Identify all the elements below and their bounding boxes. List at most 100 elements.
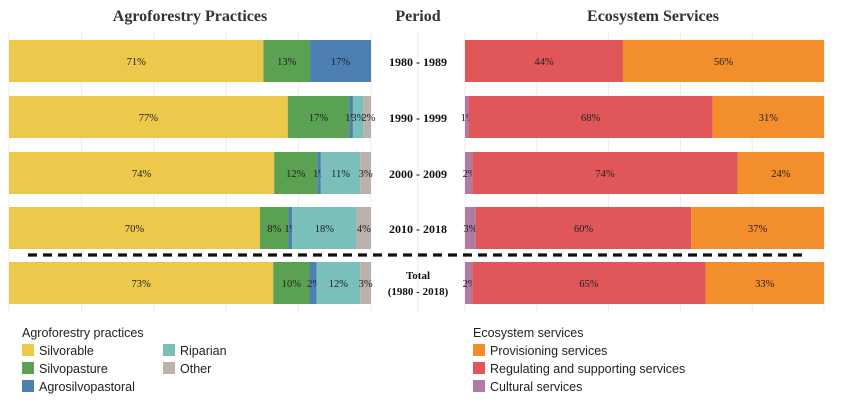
data-label-0-4-1: 10% bbox=[282, 279, 302, 290]
legend-label-regulating: Regulating and supporting services bbox=[490, 362, 685, 376]
bar-segment-0-4-0 bbox=[9, 262, 274, 304]
data-label-0-2-1: 12% bbox=[286, 169, 306, 180]
bar-segment-0-3-3 bbox=[292, 207, 357, 249]
bar-segment-1-3-0 bbox=[465, 207, 476, 249]
bar-segment-0-1-1 bbox=[287, 96, 350, 138]
data-label-0-4-4: 3% bbox=[359, 279, 373, 290]
legend-title-agroforestry: Agroforestry practices bbox=[22, 326, 144, 340]
legend-label-other: Other bbox=[180, 362, 211, 376]
bar-segment-0-2-2 bbox=[317, 152, 321, 194]
data-label-1-0-2: 56% bbox=[714, 57, 734, 68]
data-label-0-3-0: 70% bbox=[125, 224, 145, 235]
legend-label-silvopasture: Silvopasture bbox=[39, 362, 108, 376]
bar-segment-1-4-0 bbox=[465, 262, 473, 304]
bar-segment-1-1-0 bbox=[465, 96, 469, 138]
panel-title-1: Ecosystem Services bbox=[587, 8, 719, 25]
bar-segment-1-4-2 bbox=[705, 262, 824, 304]
legend-title-ecosystem: Ecosystem services bbox=[473, 326, 583, 340]
legend-swatch-agrosilvopastoral bbox=[22, 380, 34, 392]
bar-segment-0-1-3 bbox=[352, 96, 364, 138]
bar-segment-0-2-0 bbox=[9, 152, 275, 194]
legend-swatch-provisioning bbox=[473, 344, 485, 356]
bar-segment-0-1-4 bbox=[363, 96, 371, 138]
data-label-0-1-4: 2% bbox=[361, 113, 375, 124]
bar-segment-0-3-2 bbox=[288, 207, 293, 249]
panel-title-0: Agroforestry Practices bbox=[113, 8, 267, 25]
bar-segment-0-3-0 bbox=[9, 207, 260, 249]
data-label-1-3-2: 37% bbox=[748, 224, 768, 235]
legend-swatch-other bbox=[163, 362, 175, 374]
legend-swatch-regulating bbox=[473, 362, 485, 374]
bar-segment-1-1-2 bbox=[712, 96, 824, 138]
data-label-1-1-0: 1% bbox=[461, 113, 475, 124]
legend-label-cultural: Cultural services bbox=[490, 380, 582, 394]
bar-segment-1-0-1 bbox=[465, 40, 623, 82]
bar-segment-0-3-1 bbox=[259, 207, 289, 249]
data-label-1-3-0: 3% bbox=[463, 224, 477, 235]
data-label-0-3-1: 8% bbox=[267, 224, 281, 235]
data-label-0-4-3: 12% bbox=[329, 279, 349, 290]
bar-segment-0-4-1 bbox=[273, 262, 310, 304]
total-label-line1: Total bbox=[406, 270, 430, 282]
legend-label-provisioning: Provisioning services bbox=[490, 344, 607, 358]
legend-swatch-cultural bbox=[473, 380, 485, 392]
data-label-0-2-0: 74% bbox=[132, 169, 152, 180]
bar-segment-0-4-2 bbox=[309, 262, 317, 304]
data-label-0-3-4: 4% bbox=[357, 224, 371, 235]
bar-segment-0-3-4 bbox=[356, 207, 371, 249]
bar-segment-0-0-2 bbox=[310, 40, 371, 82]
data-label-0-0-2: 17% bbox=[331, 57, 351, 68]
period-label-3: 2010 - 2018 bbox=[389, 222, 447, 236]
bar-segment-0-2-3 bbox=[320, 152, 361, 194]
period-header: Period bbox=[395, 8, 440, 25]
bar-segment-0-2-1 bbox=[274, 152, 318, 194]
bar-segment-1-2-2 bbox=[737, 152, 824, 194]
data-label-0-4-0: 73% bbox=[132, 279, 152, 290]
period-label-2: 2000 - 2009 bbox=[389, 167, 447, 181]
bar-segment-0-4-4 bbox=[360, 262, 371, 304]
bar-segment-1-0-2 bbox=[622, 40, 824, 82]
bar-segment-1-4-1 bbox=[472, 262, 706, 304]
data-label-1-2-2: 24% bbox=[771, 169, 791, 180]
data-label-1-0-1: 44% bbox=[534, 57, 554, 68]
data-label-1-4-1: 65% bbox=[579, 279, 599, 290]
period-label-1: 1990 - 1999 bbox=[389, 111, 447, 125]
data-label-0-3-3: 18% bbox=[315, 224, 335, 235]
data-label-0-0-0: 71% bbox=[127, 57, 147, 68]
bar-segment-0-0-0 bbox=[9, 40, 264, 82]
legend-label-riparian: Riparian bbox=[180, 344, 227, 358]
data-label-1-2-0: 2% bbox=[463, 169, 477, 180]
data-label-0-0-1: 13% bbox=[277, 57, 297, 68]
legend-swatch-silvorable bbox=[22, 344, 34, 356]
bar-segment-1-2-1 bbox=[472, 152, 738, 194]
bar-segment-0-1-0 bbox=[9, 96, 288, 138]
data-label-1-4-0: 2% bbox=[463, 279, 477, 290]
data-label-1-3-1: 60% bbox=[574, 224, 594, 235]
bar-segment-1-3-1 bbox=[475, 207, 692, 249]
data-label-0-2-3: 11% bbox=[331, 169, 350, 180]
bar-segment-0-0-1 bbox=[263, 40, 311, 82]
bar-segment-1-1-1 bbox=[468, 96, 713, 138]
data-label-0-4-2: 2% bbox=[307, 279, 321, 290]
data-label-0-1-3: 3% bbox=[351, 113, 365, 124]
bar-segment-1-2-0 bbox=[465, 152, 473, 194]
data-label-1-1-2: 31% bbox=[759, 113, 779, 124]
data-label-1-4-2: 33% bbox=[755, 279, 775, 290]
data-label-0-2-4: 3% bbox=[359, 169, 373, 180]
data-label-0-1-1: 17% bbox=[309, 113, 329, 124]
legend-label-silvorable: Silvorable bbox=[39, 344, 94, 358]
data-label-1-1-1: 68% bbox=[581, 113, 601, 124]
data-label-0-1-0: 77% bbox=[139, 113, 159, 124]
data-label-0-3-2: 1% bbox=[284, 224, 298, 235]
legend-swatch-silvopasture bbox=[22, 362, 34, 374]
bar-segment-0-4-3 bbox=[316, 262, 361, 304]
data-label-0-2-2: 1% bbox=[313, 169, 327, 180]
legend-label-agrosilvopastoral: Agrosilvopastoral bbox=[39, 380, 135, 394]
data-label-0-1-2: 1% bbox=[345, 113, 359, 124]
total-label-line2: (1980 - 2018) bbox=[388, 286, 449, 298]
legend-swatch-riparian bbox=[163, 344, 175, 356]
period-label-0: 1980 - 1989 bbox=[389, 55, 447, 69]
bar-segment-0-1-2 bbox=[349, 96, 353, 138]
data-label-1-2-1: 74% bbox=[595, 169, 615, 180]
